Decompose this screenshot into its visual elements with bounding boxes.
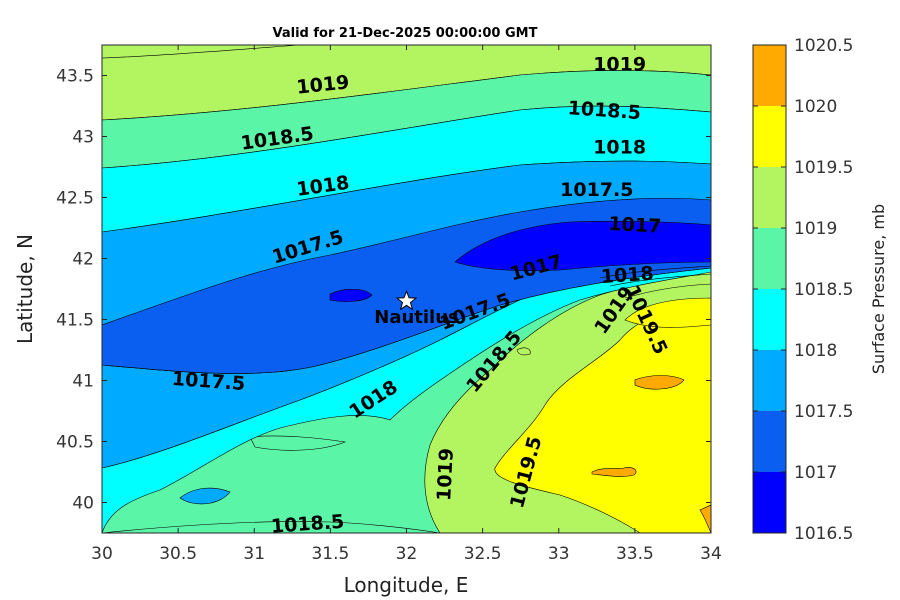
x-tick-label: 30 [91,544,113,564]
x-tick-label: 32.5 [464,544,502,564]
y-tick-label: 42 [72,250,94,270]
colorbar-level-label: 1020 [794,97,837,117]
y-tick-label: 40.5 [56,433,94,453]
colorbar-level-label: 1018 [794,341,837,361]
contour-label: 1017.5 [560,179,633,201]
x-axis-ticks: 30 30.5 31 31.5 32 32.5 33 33.5 34 [91,45,722,564]
contour-label: 1018.5 [270,511,345,538]
colorbar: 1016.5 1017 1017.5 1018 1018.5 1019 1019.5 1020… [752,36,853,544]
colorbar-swatch [753,289,786,350]
x-tick-label: 31.5 [311,544,349,564]
y-axis-ticks: 40 40.5 41 41.5 42 42.5 43 43.5 [56,67,711,514]
contour-label: 1018 [593,136,646,158]
x-tick-label: 32 [396,544,418,564]
x-axis-label: Longitude, E [344,573,469,597]
colorbar-level-label: 1017 [794,463,837,483]
contour-label: 1019 [433,448,458,502]
contour-label: 1019 [593,53,646,75]
x-tick-label: 31 [243,544,265,564]
x-tick-label: 30.5 [159,544,197,564]
chart-title: Valid for 21-Dec-2025 00:00:00 GMT [273,26,538,41]
x-tick-label: 33.5 [616,544,654,564]
y-tick-label: 42.5 [56,189,94,209]
colorbar-swatch [753,45,786,106]
contour-label: 1018.5 [567,97,642,124]
contour-plot-area [102,45,711,533]
contour-label: 1017 [608,213,662,238]
y-axis-label: Latitude, N [13,234,37,344]
station-label: Nautilus [374,307,459,328]
y-tick-label: 41 [72,372,94,392]
station-star-icon [395,289,418,311]
colorbar-level-label: 1017.5 [794,402,853,422]
station-marker: Nautilus [374,289,459,328]
colorbar-swatch [753,411,786,472]
colorbar-level-label: 1019.5 [794,158,853,178]
colorbar-swatch [753,350,786,411]
contour-label: 1019 [295,71,350,98]
y-tick-label: 43 [72,128,94,148]
colorbar-swatch [753,167,786,228]
colorbar-frame [752,44,787,534]
colorbar-level-label: 1018.5 [794,280,853,300]
contour-label: 1018 [600,263,654,289]
colorbar-level-label: 1016.5 [794,524,853,544]
colorbar-swatch [753,106,786,167]
colorbar-level-label: 1020.5 [794,36,853,56]
x-tick-label: 33 [548,544,570,564]
colorbar-label: Surface Pressure, mb [869,204,888,374]
colorbar-level-label: 1019 [794,219,837,239]
y-tick-label: 43.5 [56,67,94,87]
colorbar-swatch [753,228,786,289]
colorbar-swatch [753,472,786,533]
y-tick-label: 41.5 [56,311,94,331]
y-tick-label: 40 [72,494,94,514]
x-tick-label: 34 [700,544,722,564]
contour-label: 1017.5 [171,368,246,395]
